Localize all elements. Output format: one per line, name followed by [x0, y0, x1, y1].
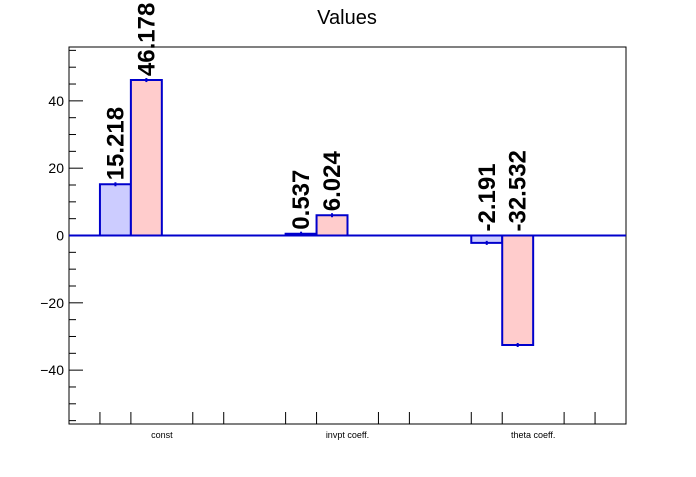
x-tick-label: invpt coeff.	[326, 430, 369, 440]
value-label: 6.024	[319, 151, 346, 212]
x-tick-label: const	[151, 430, 173, 440]
value-label: -32.532	[505, 150, 532, 231]
chart-title: Values	[317, 7, 377, 29]
y-tick-label: −40	[40, 362, 64, 378]
bar	[316, 215, 348, 236]
value-label: -2.191	[474, 163, 501, 231]
x-tick-label: theta coeff.	[511, 430, 555, 440]
bar	[471, 235, 503, 243]
bars	[98, 78, 535, 348]
bar	[502, 235, 534, 346]
x-axis: const invpt coeff. theta coeff.	[99, 412, 596, 440]
value-label: 0.537	[288, 170, 315, 230]
value-labels: 15.218 0.537 -2.191 46.178 6.024 -32.532	[102, 3, 531, 232]
value-label: 15.218	[102, 107, 129, 180]
bar	[130, 80, 162, 236]
y-tick-label: 20	[48, 160, 64, 176]
y-tick-label: 0	[56, 228, 64, 244]
y-tick-label: −20	[40, 295, 64, 311]
bar	[99, 184, 131, 236]
value-label: 46.178	[133, 3, 160, 76]
y-tick-label: 40	[48, 93, 64, 109]
